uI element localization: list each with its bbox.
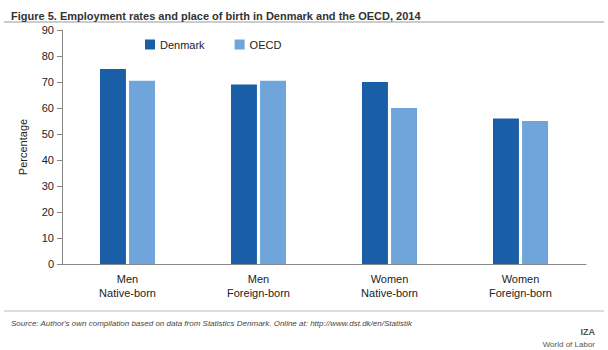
svg-text:Women: Women — [371, 273, 409, 285]
svg-text:World of Labor: World of Labor — [543, 340, 596, 349]
svg-text:IZA: IZA — [581, 327, 596, 337]
svg-text:Foreign-born: Foreign-born — [227, 287, 290, 299]
svg-text:50: 50 — [42, 128, 54, 140]
svg-text:Native-born: Native-born — [99, 287, 156, 299]
svg-text:Source: Author's own compilati: Source: Author's own compilation based o… — [11, 319, 413, 328]
svg-text:20: 20 — [42, 206, 54, 218]
svg-text:OECD: OECD — [250, 39, 282, 51]
svg-text:60: 60 — [42, 102, 54, 114]
svg-text:Men: Men — [117, 273, 138, 285]
svg-text:0: 0 — [48, 258, 54, 270]
svg-text:Men: Men — [248, 273, 269, 285]
svg-text:Native-born: Native-born — [361, 287, 418, 299]
svg-text:40: 40 — [42, 154, 54, 166]
svg-text:Percentage: Percentage — [17, 119, 29, 175]
svg-text:Foreign-born: Foreign-born — [489, 287, 552, 299]
svg-text:30: 30 — [42, 180, 54, 192]
svg-text:90: 90 — [42, 24, 54, 36]
svg-text:Women: Women — [502, 273, 540, 285]
svg-text:Denmark: Denmark — [160, 39, 205, 51]
svg-text:70: 70 — [42, 76, 54, 88]
svg-text:Figure 5. Employment rates and: Figure 5. Employment rates and place of … — [11, 10, 421, 22]
svg-text:10: 10 — [42, 232, 54, 244]
svg-text:80: 80 — [42, 50, 54, 62]
